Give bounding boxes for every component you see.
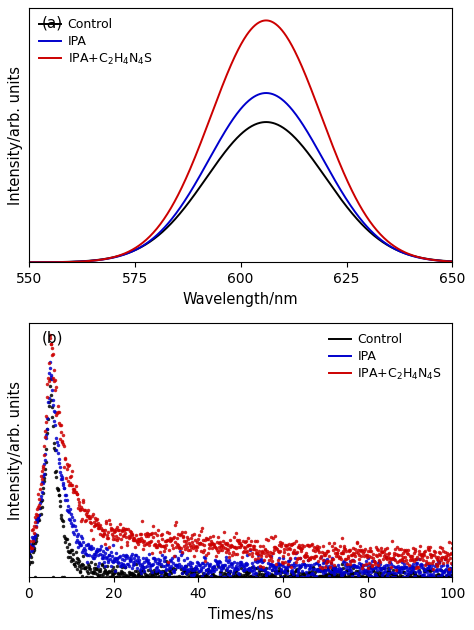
IPA+C$_2$H$_4$N$_4$S	[26, 258, 32, 266]
Line: IPA+C$_2$H$_4$N$_4$S: IPA+C$_2$H$_4$N$_4$S	[27, 334, 454, 571]
IPA+C$_2$H$_4$N$_4$S	[47, 331, 53, 339]
IPA	[450, 258, 456, 265]
IPA	[263, 89, 269, 97]
IPA	[310, 137, 315, 144]
Control	[450, 258, 456, 265]
Line: Control: Control	[29, 122, 453, 262]
Legend: Control, IPA, IPA+C$_2$H$_4$N$_4$S: Control, IPA, IPA+C$_2$H$_4$N$_4$S	[325, 329, 446, 386]
Control	[59, 573, 65, 581]
Control	[263, 118, 269, 126]
IPA	[26, 258, 32, 266]
Y-axis label: Intensity/arb. units: Intensity/arb. units	[9, 381, 23, 520]
Control	[26, 560, 32, 568]
Control	[284, 567, 290, 575]
IPA+C$_2$H$_4$N$_4$S	[296, 543, 302, 551]
Control	[53, 468, 58, 476]
IPA+C$_2$H$_4$N$_4$S	[135, 243, 141, 250]
Legend: Control, IPA, IPA+C$_2$H$_4$N$_4$S: Control, IPA, IPA+C$_2$H$_4$N$_4$S	[35, 14, 156, 71]
IPA+C$_2$H$_4$N$_4$S	[393, 566, 399, 574]
Text: (a): (a)	[42, 16, 63, 31]
IPA	[47, 358, 53, 366]
Y-axis label: Intensity/arb. units: Intensity/arb. units	[9, 66, 23, 205]
IPA+C$_2$H$_4$N$_4$S	[392, 551, 397, 558]
Control	[310, 155, 315, 163]
Text: (b): (b)	[42, 331, 63, 346]
IPA+C$_2$H$_4$N$_4$S	[348, 558, 354, 565]
Control	[47, 375, 53, 383]
IPA+C$_2$H$_4$N$_4$S	[218, 87, 223, 94]
Control	[346, 205, 351, 213]
Control	[101, 255, 107, 263]
IPA	[218, 135, 223, 143]
IPA	[346, 198, 351, 206]
Line: Control: Control	[27, 378, 454, 579]
IPA	[392, 563, 398, 571]
IPA+C$_2$H$_4$N$_4$S	[53, 387, 58, 394]
Control	[276, 122, 282, 129]
Line: IPA: IPA	[27, 360, 454, 579]
IPA	[220, 573, 226, 581]
X-axis label: Times/ns: Times/ns	[208, 607, 273, 622]
Control	[218, 154, 223, 162]
Line: IPA+C$_2$H$_4$N$_4$S: IPA+C$_2$H$_4$N$_4$S	[29, 20, 453, 262]
IPA	[284, 564, 290, 572]
IPA+C$_2$H$_4$N$_4$S	[263, 16, 269, 24]
Control	[273, 567, 279, 575]
IPA+C$_2$H$_4$N$_4$S	[101, 255, 107, 263]
Control	[135, 245, 141, 253]
IPA+C$_2$H$_4$N$_4$S	[276, 23, 282, 31]
IPA	[348, 563, 354, 570]
IPA	[135, 245, 141, 253]
Control	[26, 258, 32, 266]
Control	[450, 571, 456, 579]
IPA+C$_2$H$_4$N$_4$S	[310, 89, 315, 96]
IPA	[297, 563, 302, 570]
IPA	[101, 256, 107, 263]
IPA+C$_2$H$_4$N$_4$S	[450, 544, 456, 551]
IPA+C$_2$H$_4$N$_4$S	[450, 258, 456, 265]
IPA+C$_2$H$_4$N$_4$S	[26, 542, 32, 549]
IPA	[450, 567, 456, 575]
Control	[297, 572, 302, 580]
IPA	[53, 421, 58, 428]
IPA	[273, 563, 279, 571]
IPA+C$_2$H$_4$N$_4$S	[273, 544, 278, 551]
IPA	[26, 552, 32, 559]
IPA	[276, 94, 282, 101]
Line: IPA: IPA	[29, 93, 453, 262]
Control	[392, 573, 398, 581]
IPA+C$_2$H$_4$N$_4$S	[346, 180, 351, 187]
IPA+C$_2$H$_4$N$_4$S	[284, 541, 290, 548]
Control	[348, 570, 354, 577]
X-axis label: Wavelength/nm: Wavelength/nm	[183, 292, 299, 307]
